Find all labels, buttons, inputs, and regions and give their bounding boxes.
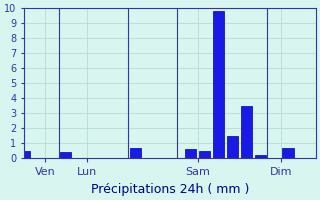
Bar [199, 151, 210, 158]
Bar [241, 106, 252, 158]
Bar [130, 148, 141, 158]
Bar [227, 136, 238, 158]
Bar [19, 151, 30, 158]
Bar [60, 152, 71, 158]
Bar [283, 148, 294, 158]
X-axis label: Précipitations 24h ( mm ): Précipitations 24h ( mm ) [91, 183, 249, 196]
Bar [185, 149, 196, 158]
Bar [213, 11, 224, 158]
Bar [255, 155, 266, 158]
